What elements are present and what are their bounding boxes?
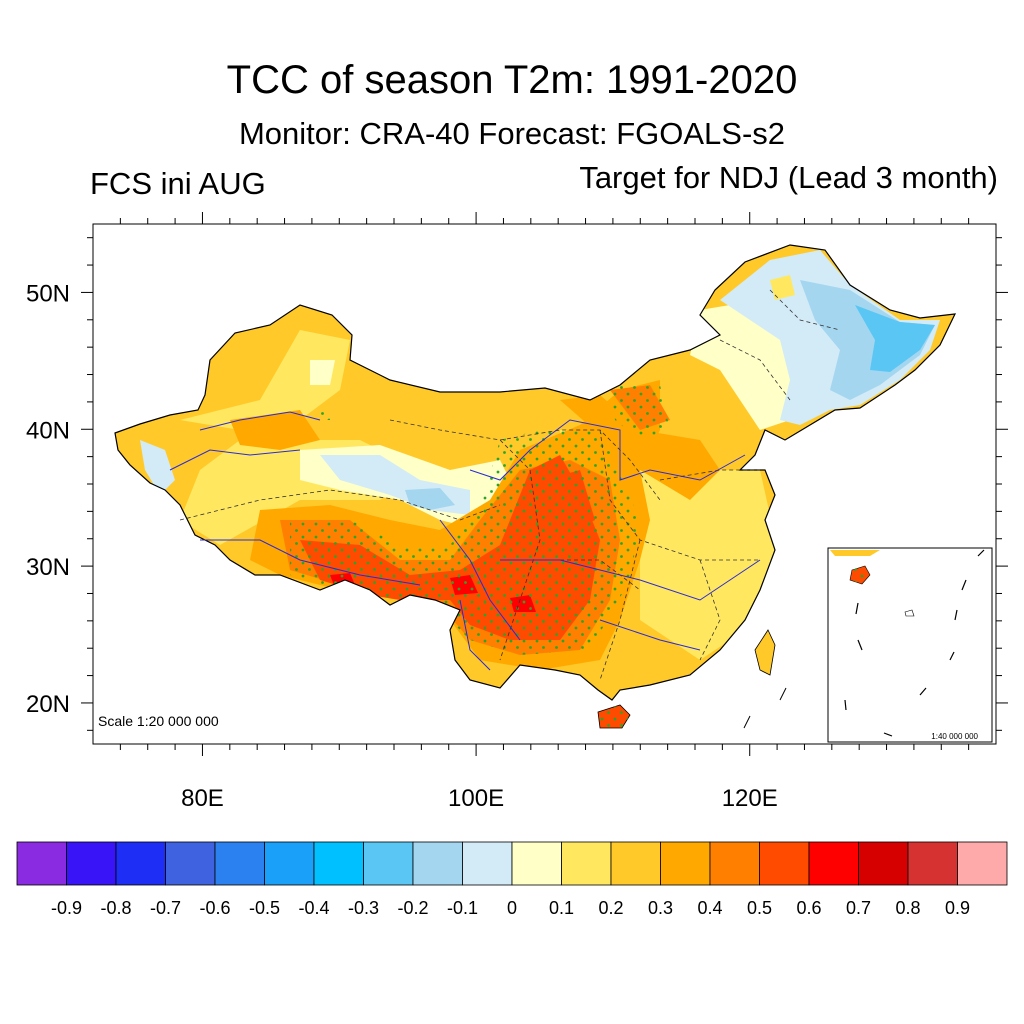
dash-line — [779, 687, 787, 701]
colorbar-tick-label: -0.3 — [348, 898, 379, 918]
colorbar-tick-label: 0.6 — [796, 898, 821, 918]
colorbar-tick-label: -0.4 — [298, 898, 329, 918]
inset-content — [830, 549, 985, 737]
colorbar-swatch — [165, 841, 216, 886]
colorbar-tick-label: -0.7 — [150, 898, 181, 918]
taiwan — [754, 629, 776, 676]
colorbar-tick-label: 0.3 — [648, 898, 673, 918]
lat-tick-label: 50N — [26, 280, 70, 307]
colorbar-tick-label: -0.2 — [397, 898, 428, 918]
dash-line — [743, 715, 751, 729]
field-region — [140, 440, 175, 495]
axis-labels: 20N 30N 40N 50N 80E 100E 120E — [26, 280, 778, 812]
colorbar-swatch — [264, 841, 315, 886]
colorbar-tick-label: 0.9 — [945, 898, 970, 918]
colorbar-tick-label: 0.7 — [846, 898, 871, 918]
china-border — [114, 244, 957, 701]
lon-tick-label: 80E — [181, 785, 224, 812]
colorbar-swatch — [858, 841, 909, 886]
colorbar: -0.9 -0.8 -0.7 -0.6 -0.5 -0.4 -0.3 -0.2 -0.1 0 0.1… — [16, 841, 1008, 918]
colorbar-tick-label: -0.8 — [100, 898, 131, 918]
colorbar-tick-label: 0.2 — [598, 898, 623, 918]
lon-tick-label: 100E — [448, 785, 504, 812]
colorbar-tick-label: 0.8 — [895, 898, 920, 918]
significance-stippling — [320, 410, 330, 420]
hainan-stippling — [598, 705, 630, 728]
colorbar-swatch — [808, 841, 859, 886]
colorbar-swatch — [214, 841, 265, 886]
field-region — [855, 305, 935, 372]
field-region — [310, 360, 335, 385]
main-scale-label: Scale 1:20 000 000 — [98, 713, 219, 729]
inset-scale-label: 1:40 000 000 — [931, 732, 978, 741]
initialization-label: FCS ini AUG — [90, 166, 266, 201]
colorbar-swatch — [610, 841, 661, 886]
field-region — [230, 410, 320, 450]
axis-ticks — [81, 212, 1008, 756]
lon-tick-label: 120E — [722, 785, 778, 812]
map-subtitle: Monitor: CRA-40 Forecast: FGOALS-s2 — [238, 116, 786, 151]
lat-tick-label: 20N — [26, 691, 70, 718]
colorbar-swatch — [561, 841, 612, 886]
colorbar-swatch — [16, 841, 67, 886]
colorbar-swatch — [660, 841, 711, 886]
colorbar-swatch — [759, 841, 810, 886]
colorbar-tick-label: -0.6 — [199, 898, 230, 918]
field-region — [405, 488, 455, 510]
colorbar-swatch — [313, 841, 364, 886]
lat-tick-label: 40N — [26, 417, 70, 444]
field-region — [800, 280, 935, 400]
colorbar-swatch — [462, 841, 513, 886]
lat-tick-label: 30N — [26, 554, 70, 581]
colorbar-tick-label: 0 — [507, 898, 517, 918]
colorbar-swatch — [511, 841, 562, 886]
rivers — [169, 411, 761, 671]
colorbar-swatch — [907, 841, 958, 886]
colorbar-tick-label: -0.1 — [447, 898, 478, 918]
province-boundaries — [179, 289, 841, 681]
colorbar-tick-label: 0.4 — [697, 898, 722, 918]
colorbar-swatch — [412, 841, 463, 886]
colorbar-tick-label: -0.5 — [249, 898, 280, 918]
colorbar-swatch — [957, 841, 1008, 886]
colorbar-swatch — [709, 841, 760, 886]
colorbar-swatch — [66, 841, 117, 886]
colorbar-tick-label: 0.5 — [747, 898, 772, 918]
colorbar-tick-label: -0.9 — [51, 898, 82, 918]
colorbar-swatch — [115, 841, 166, 886]
colorbar-swatch — [363, 841, 414, 886]
field-region — [560, 395, 720, 500]
map-title: TCC of season T2m: 1991-2020 — [226, 58, 798, 102]
colorbar-tick-label: 0.1 — [549, 898, 574, 918]
significance-stippling — [610, 385, 670, 440]
field-region — [770, 275, 795, 300]
target-label: Target for NDJ (Lead 3 month) — [579, 160, 998, 195]
significance-stippling — [290, 430, 640, 655]
